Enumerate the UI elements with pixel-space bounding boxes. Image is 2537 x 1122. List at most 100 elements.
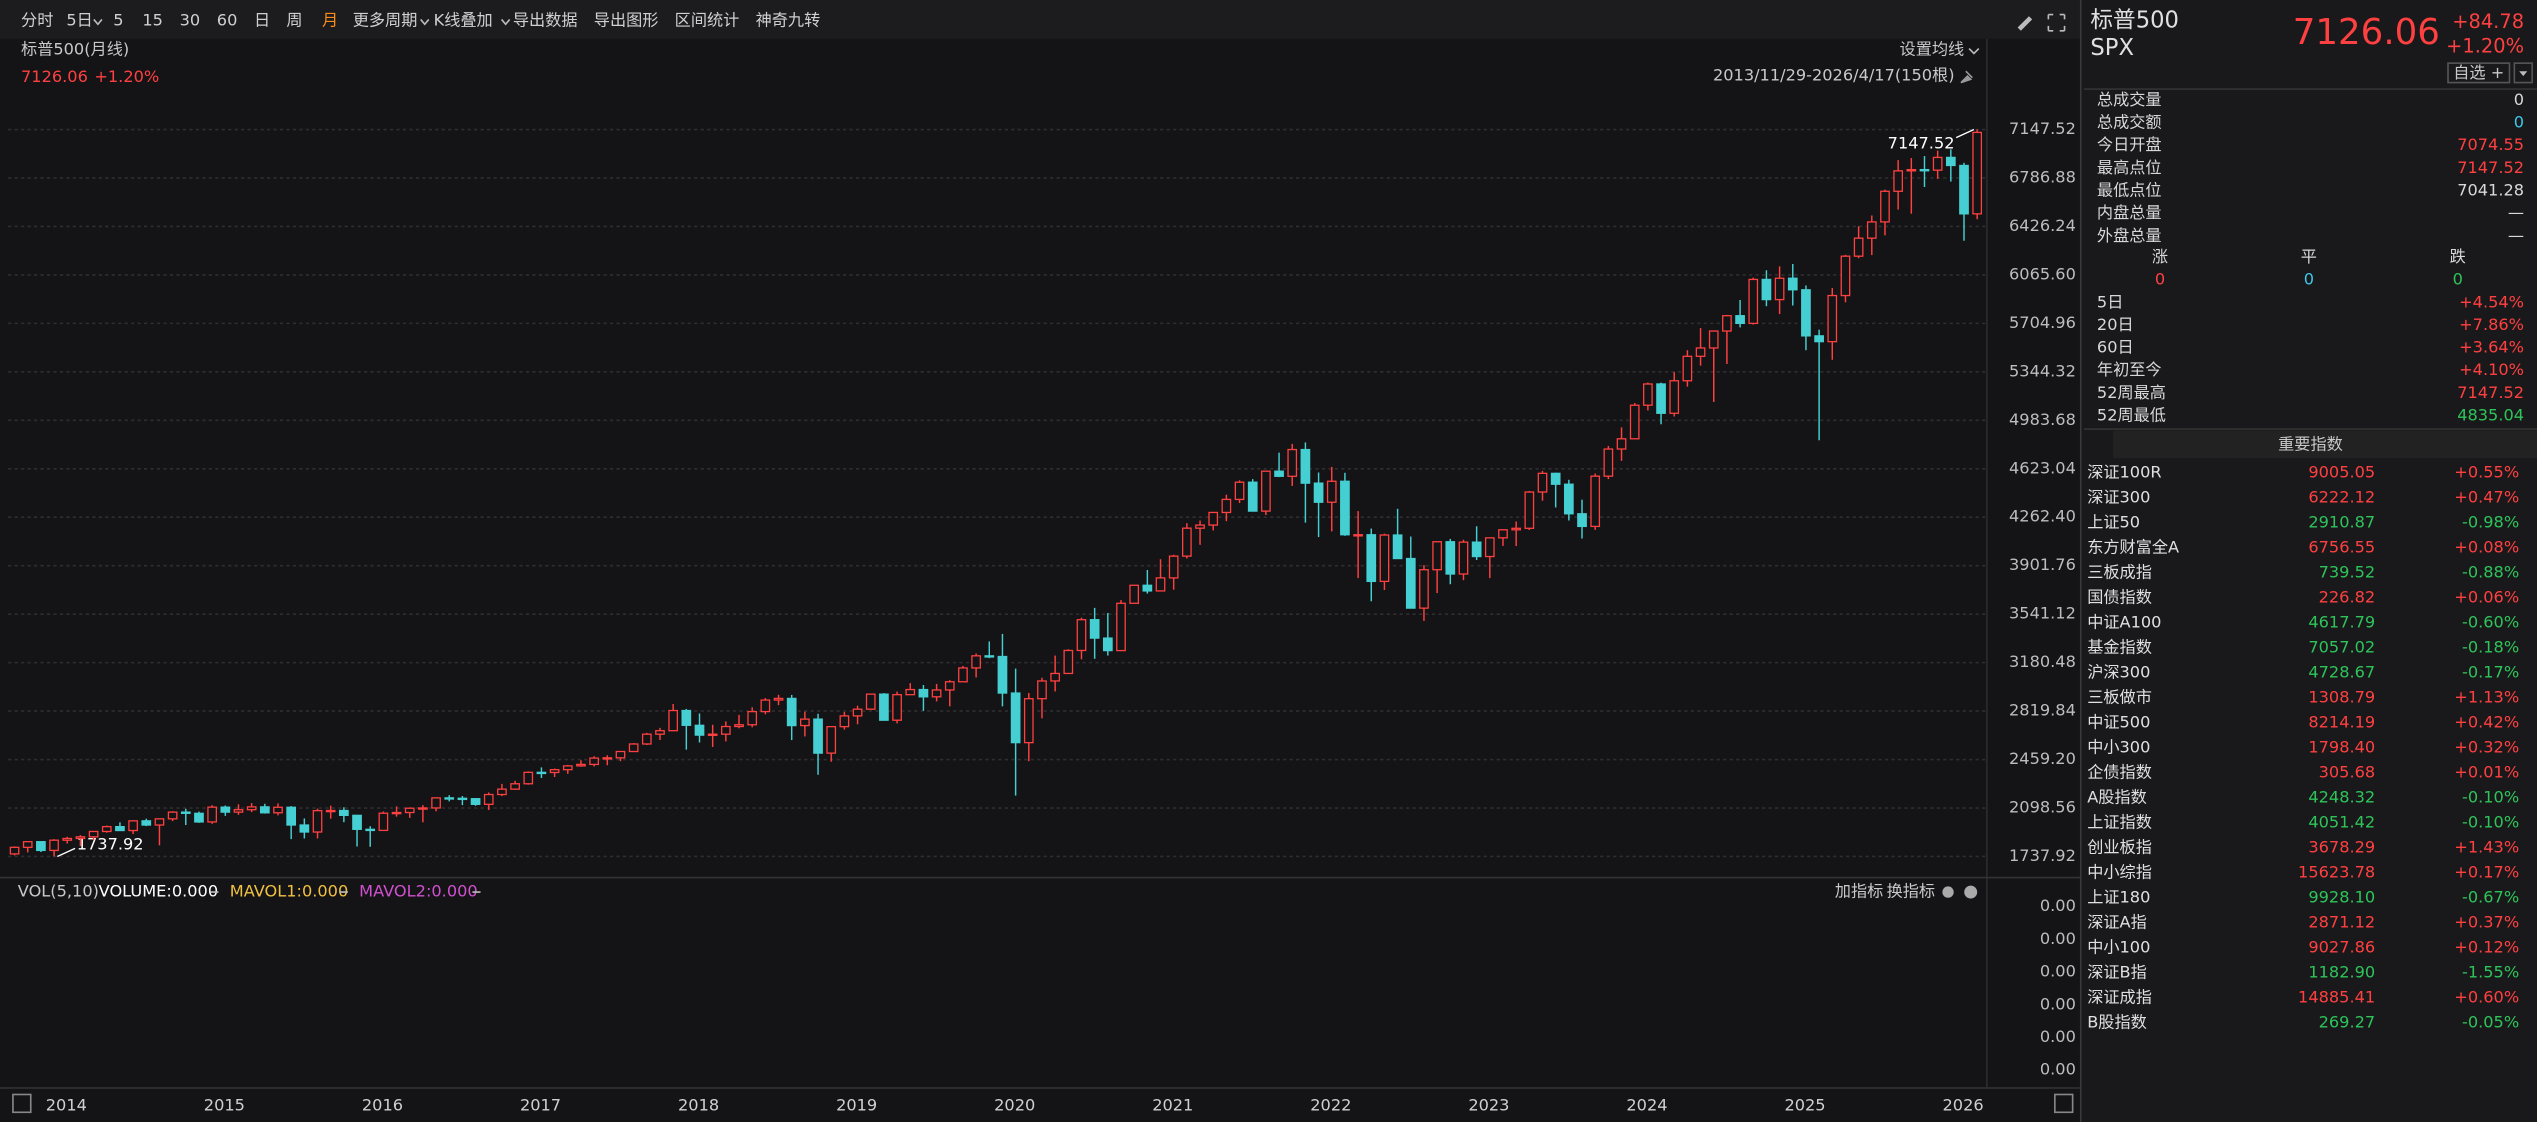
index-name[interactable]: 上证50 [2087, 512, 2140, 531]
index-price[interactable]: 9928.10 [2308, 888, 2375, 907]
index-price[interactable]: 3678.29 [2308, 837, 2375, 856]
index-name[interactable]: 上证指数 [2087, 812, 2152, 831]
change-indicator[interactable]: 换指标 [1887, 882, 1936, 901]
toolbar-item[interactable]: 区间统计 [675, 11, 740, 30]
candle-body [1959, 164, 1969, 215]
scroll-right[interactable] [2054, 1093, 2074, 1114]
index-price[interactable]: 4248.32 [2308, 787, 2375, 806]
index-change[interactable]: +0.12% [2454, 938, 2519, 957]
toolbar-item[interactable]: 分时 [21, 11, 53, 30]
index-price[interactable]: 4051.42 [2308, 812, 2375, 831]
toolbar-item[interactable]: 日 [254, 11, 270, 30]
index-price[interactable]: 1798.40 [2308, 737, 2375, 756]
watch-label[interactable]: 自选 + [2453, 63, 2504, 82]
index-change[interactable]: +0.32% [2454, 737, 2519, 756]
index-change[interactable]: -0.98% [2462, 512, 2519, 531]
index-name[interactable]: 中证500 [2087, 712, 2150, 731]
toolbar-item[interactable]: K线叠加 [434, 11, 493, 30]
index-change[interactable]: +0.08% [2454, 537, 2519, 556]
index-change[interactable]: +1.13% [2454, 687, 2519, 706]
toolbar-item[interactable]: 30 [180, 11, 201, 30]
toolbar-item[interactable]: 周 [286, 11, 302, 30]
pin-icon[interactable] [1960, 70, 1973, 84]
index-name[interactable]: A股指数 [2087, 787, 2147, 806]
index-name[interactable]: 沪深300 [2087, 662, 2150, 681]
index-name[interactable]: 中小综指 [2087, 862, 2152, 881]
toolbar-item[interactable]: 5日 [66, 11, 92, 30]
index-change[interactable]: -0.88% [2462, 562, 2519, 581]
index-name[interactable]: 创业板指 [2087, 837, 2152, 856]
watch-button[interactable] [2447, 62, 2511, 84]
index-name[interactable]: 企债指数 [2087, 762, 2152, 781]
index-price[interactable]: 1308.79 [2308, 687, 2375, 706]
index-change[interactable]: +0.55% [2454, 462, 2519, 481]
index-price[interactable]: 6222.12 [2308, 487, 2375, 506]
index-price[interactable]: 226.82 [2319, 587, 2376, 606]
index-change[interactable]: +0.42% [2454, 712, 2519, 731]
toolbar-item[interactable]: 5 [113, 11, 123, 30]
index-change[interactable]: -1.55% [2462, 963, 2519, 982]
index-price[interactable]: 1182.90 [2308, 963, 2375, 982]
toolbar-item[interactable]: 15 [142, 11, 163, 30]
index-price[interactable]: 15623.78 [2298, 862, 2375, 881]
index-change[interactable]: -0.05% [2462, 1013, 2519, 1032]
index-price[interactable]: 14885.41 [2298, 988, 2375, 1007]
toolbar-item[interactable]: 神奇九转 [756, 11, 821, 30]
index-name[interactable]: 深证A指 [2087, 913, 2147, 932]
index-name[interactable]: 深证成指 [2087, 988, 2152, 1007]
index-change[interactable]: +1.43% [2454, 837, 2519, 856]
index-price[interactable]: 9005.05 [2308, 462, 2375, 481]
index-price[interactable]: 739.52 [2319, 562, 2376, 581]
index-price[interactable]: 4728.67 [2308, 662, 2375, 681]
index-name[interactable]: 中小300 [2087, 737, 2150, 756]
index-change[interactable]: -0.17% [2462, 662, 2519, 681]
toolbar-item[interactable]: 导出数据 [513, 11, 578, 30]
index-name[interactable]: 基金指数 [2087, 637, 2152, 656]
add-indicator[interactable]: 加指标 [1835, 882, 1884, 901]
index-change[interactable]: -0.10% [2462, 812, 2519, 831]
toolbar-item[interactable]: 60 [217, 11, 238, 30]
index-change[interactable]: +0.01% [2454, 762, 2519, 781]
index-name[interactable]: 中证A100 [2087, 612, 2161, 631]
toolbar-item[interactable]: 导出图形 [594, 11, 659, 30]
index-name[interactable]: 深证B指 [2087, 963, 2147, 982]
index-change[interactable]: +0.06% [2454, 587, 2519, 606]
index-price[interactable]: 9027.86 [2308, 938, 2375, 957]
index-price[interactable]: 8214.19 [2308, 712, 2375, 731]
ma-setting[interactable]: 设置均线 [1900, 40, 1965, 59]
index-name[interactable]: 中小100 [2087, 938, 2150, 957]
index-change[interactable]: +0.37% [2454, 913, 2519, 932]
index-price[interactable]: 6756.55 [2308, 537, 2375, 556]
index-name[interactable]: 国债指数 [2087, 587, 2152, 606]
header-price: 7126.06 [21, 67, 88, 86]
scroll-left[interactable] [12, 1093, 32, 1114]
toolbar-item[interactable]: 月 [322, 11, 338, 30]
index-name[interactable]: 三板成指 [2087, 562, 2152, 581]
index-price[interactable]: 4617.79 [2308, 612, 2375, 631]
index-name[interactable]: 东方财富全A [2087, 537, 2179, 556]
index-title: 重要指数 [2278, 435, 2343, 454]
index-change[interactable]: +0.60% [2454, 988, 2519, 1007]
index-name[interactable]: B股指数 [2087, 1013, 2147, 1032]
security-name: 标普500 [2090, 8, 2178, 34]
index-price[interactable]: 269.27 [2319, 1013, 2376, 1032]
toolbar-icons[interactable] [2017, 13, 2066, 32]
index-name[interactable]: 上证180 [2087, 888, 2150, 907]
index-price[interactable]: 2910.87 [2308, 512, 2375, 531]
index-price[interactable]: 305.68 [2319, 762, 2376, 781]
index-change[interactable]: +0.47% [2454, 487, 2519, 506]
index-change[interactable]: +0.17% [2454, 862, 2519, 881]
settings-icon[interactable] [1942, 886, 1954, 898]
watch-dropdown[interactable] [2513, 62, 2533, 84]
index-change[interactable]: -0.60% [2462, 612, 2519, 631]
index-price[interactable]: 2871.12 [2308, 913, 2375, 932]
index-change[interactable]: -0.18% [2462, 637, 2519, 656]
index-price[interactable]: 7057.02 [2308, 637, 2375, 656]
index-name[interactable]: 三板做市 [2087, 687, 2152, 706]
index-name[interactable]: 深证300 [2087, 487, 2150, 506]
index-change[interactable]: -0.67% [2462, 888, 2519, 907]
close-icon[interactable] [1964, 885, 1978, 899]
toolbar-item[interactable]: 更多周期 [353, 11, 418, 30]
index-change[interactable]: -0.10% [2462, 787, 2519, 806]
index-name[interactable]: 深证100R [2087, 462, 2161, 481]
